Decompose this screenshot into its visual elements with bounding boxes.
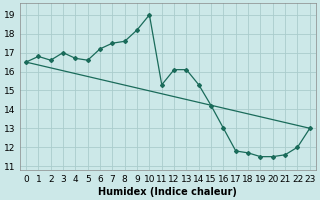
X-axis label: Humidex (Indice chaleur): Humidex (Indice chaleur) [99, 187, 237, 197]
